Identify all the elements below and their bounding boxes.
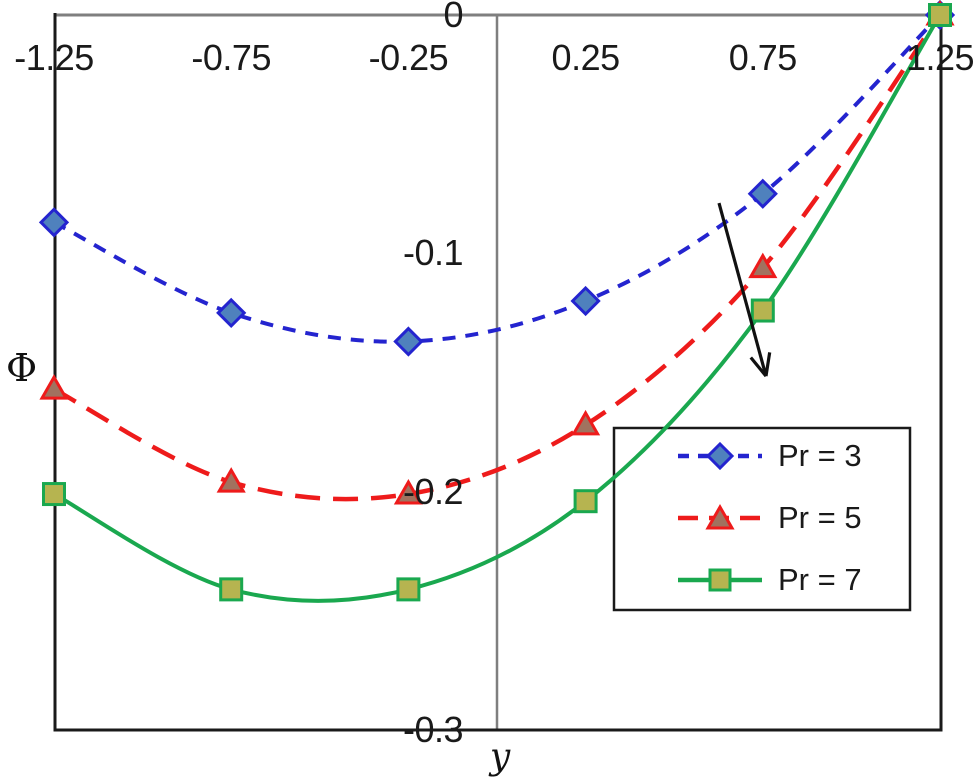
series-pr5-triangle-marker	[39, 374, 69, 400]
trend-arrow	[717, 202, 768, 377]
x-tick-label: 1.25	[905, 37, 975, 78]
legend-label-pr-5: Pr = 5	[778, 500, 862, 535]
y-tick-label: -0.2	[402, 470, 464, 512]
legend-entry-pr-5: Pr = 5	[675, 500, 911, 536]
x-tick-label: -0.75	[191, 37, 271, 78]
series-line-pr3	[53, 13, 942, 344]
x-tick-label: 0.25	[551, 37, 621, 78]
series-pr3-diamond-marker	[216, 297, 247, 329]
series-pr5-triangle-marker	[748, 252, 778, 279]
x-tick-label: -0.25	[368, 37, 449, 78]
series-pr7-square-marker	[573, 489, 598, 514]
series-pr3-diamond-marker	[570, 285, 601, 317]
x-tick-label: 0.75	[728, 37, 798, 78]
legend-entry-pr-3: Pr = 3	[675, 438, 911, 474]
series-pr7-square-marker	[219, 577, 244, 602]
series-pr7-square-marker	[928, 3, 952, 27]
y-tick-label: 0	[443, 0, 463, 35]
y-tick-label: -0.1	[402, 232, 464, 274]
series-pr7-square-marker	[396, 577, 421, 602]
series-pr3-diamond-marker	[38, 207, 70, 238]
x-tick-label: -1.25	[14, 37, 94, 78]
trend-arrow-head	[764, 352, 772, 377]
series-pr5-triangle-marker	[393, 479, 423, 505]
legend-label-pr-3: Pr = 3	[778, 438, 862, 473]
series-pr3-diamond-marker	[747, 178, 778, 209]
series-pr5-triangle-marker	[571, 409, 601, 436]
series-line-pr7	[53, 13, 942, 603]
legend-entry-pr-7: Pr = 7	[675, 562, 911, 598]
y-tick-label: -0.3	[402, 709, 464, 750]
y-axis-title: Φ	[6, 346, 38, 390]
series-line-pr5	[52, 13, 942, 502]
x-axis-title: y	[489, 736, 511, 777]
series-pr5-triangle-marker	[216, 467, 246, 493]
legend: Pr = 3 Pr = 5 Pr = 7	[613, 427, 911, 611]
legend-sample-pr-7-solid-square-icon	[678, 568, 762, 592]
series-pr7-square-marker	[750, 298, 775, 323]
legend-sample-pr-5-dashed-triangle-icon	[678, 503, 762, 530]
legend-label-pr-7: Pr = 7	[778, 562, 862, 597]
legend-sample-pr-3-dashed-diamond-icon	[678, 441, 762, 471]
series-pr7-square-marker	[42, 482, 66, 507]
series-pr3-diamond-marker	[393, 326, 424, 357]
trend-arrow-head	[749, 356, 768, 378]
